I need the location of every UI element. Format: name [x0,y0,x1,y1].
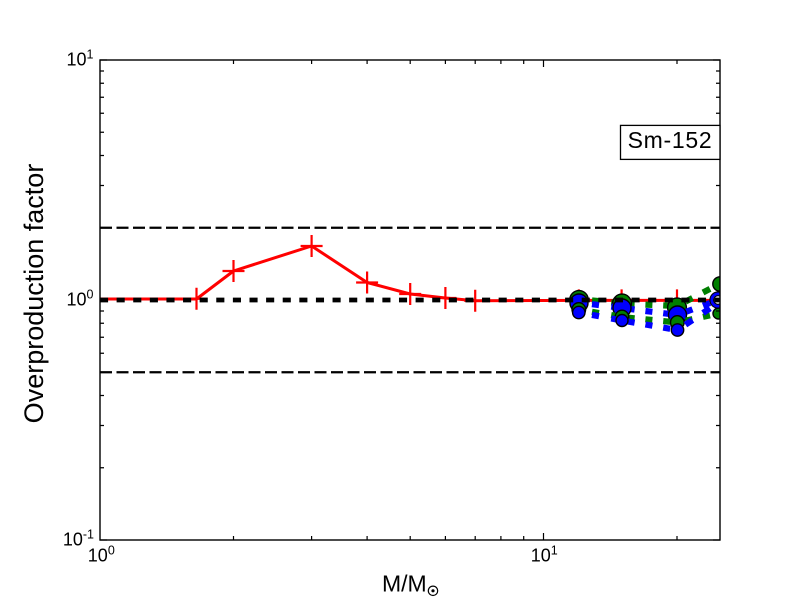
svg-text:Overproduction factor: Overproduction factor [19,164,49,424]
svg-text:Sm-152: Sm-152 [628,127,713,153]
svg-text:M/M: M/M [382,571,427,597]
